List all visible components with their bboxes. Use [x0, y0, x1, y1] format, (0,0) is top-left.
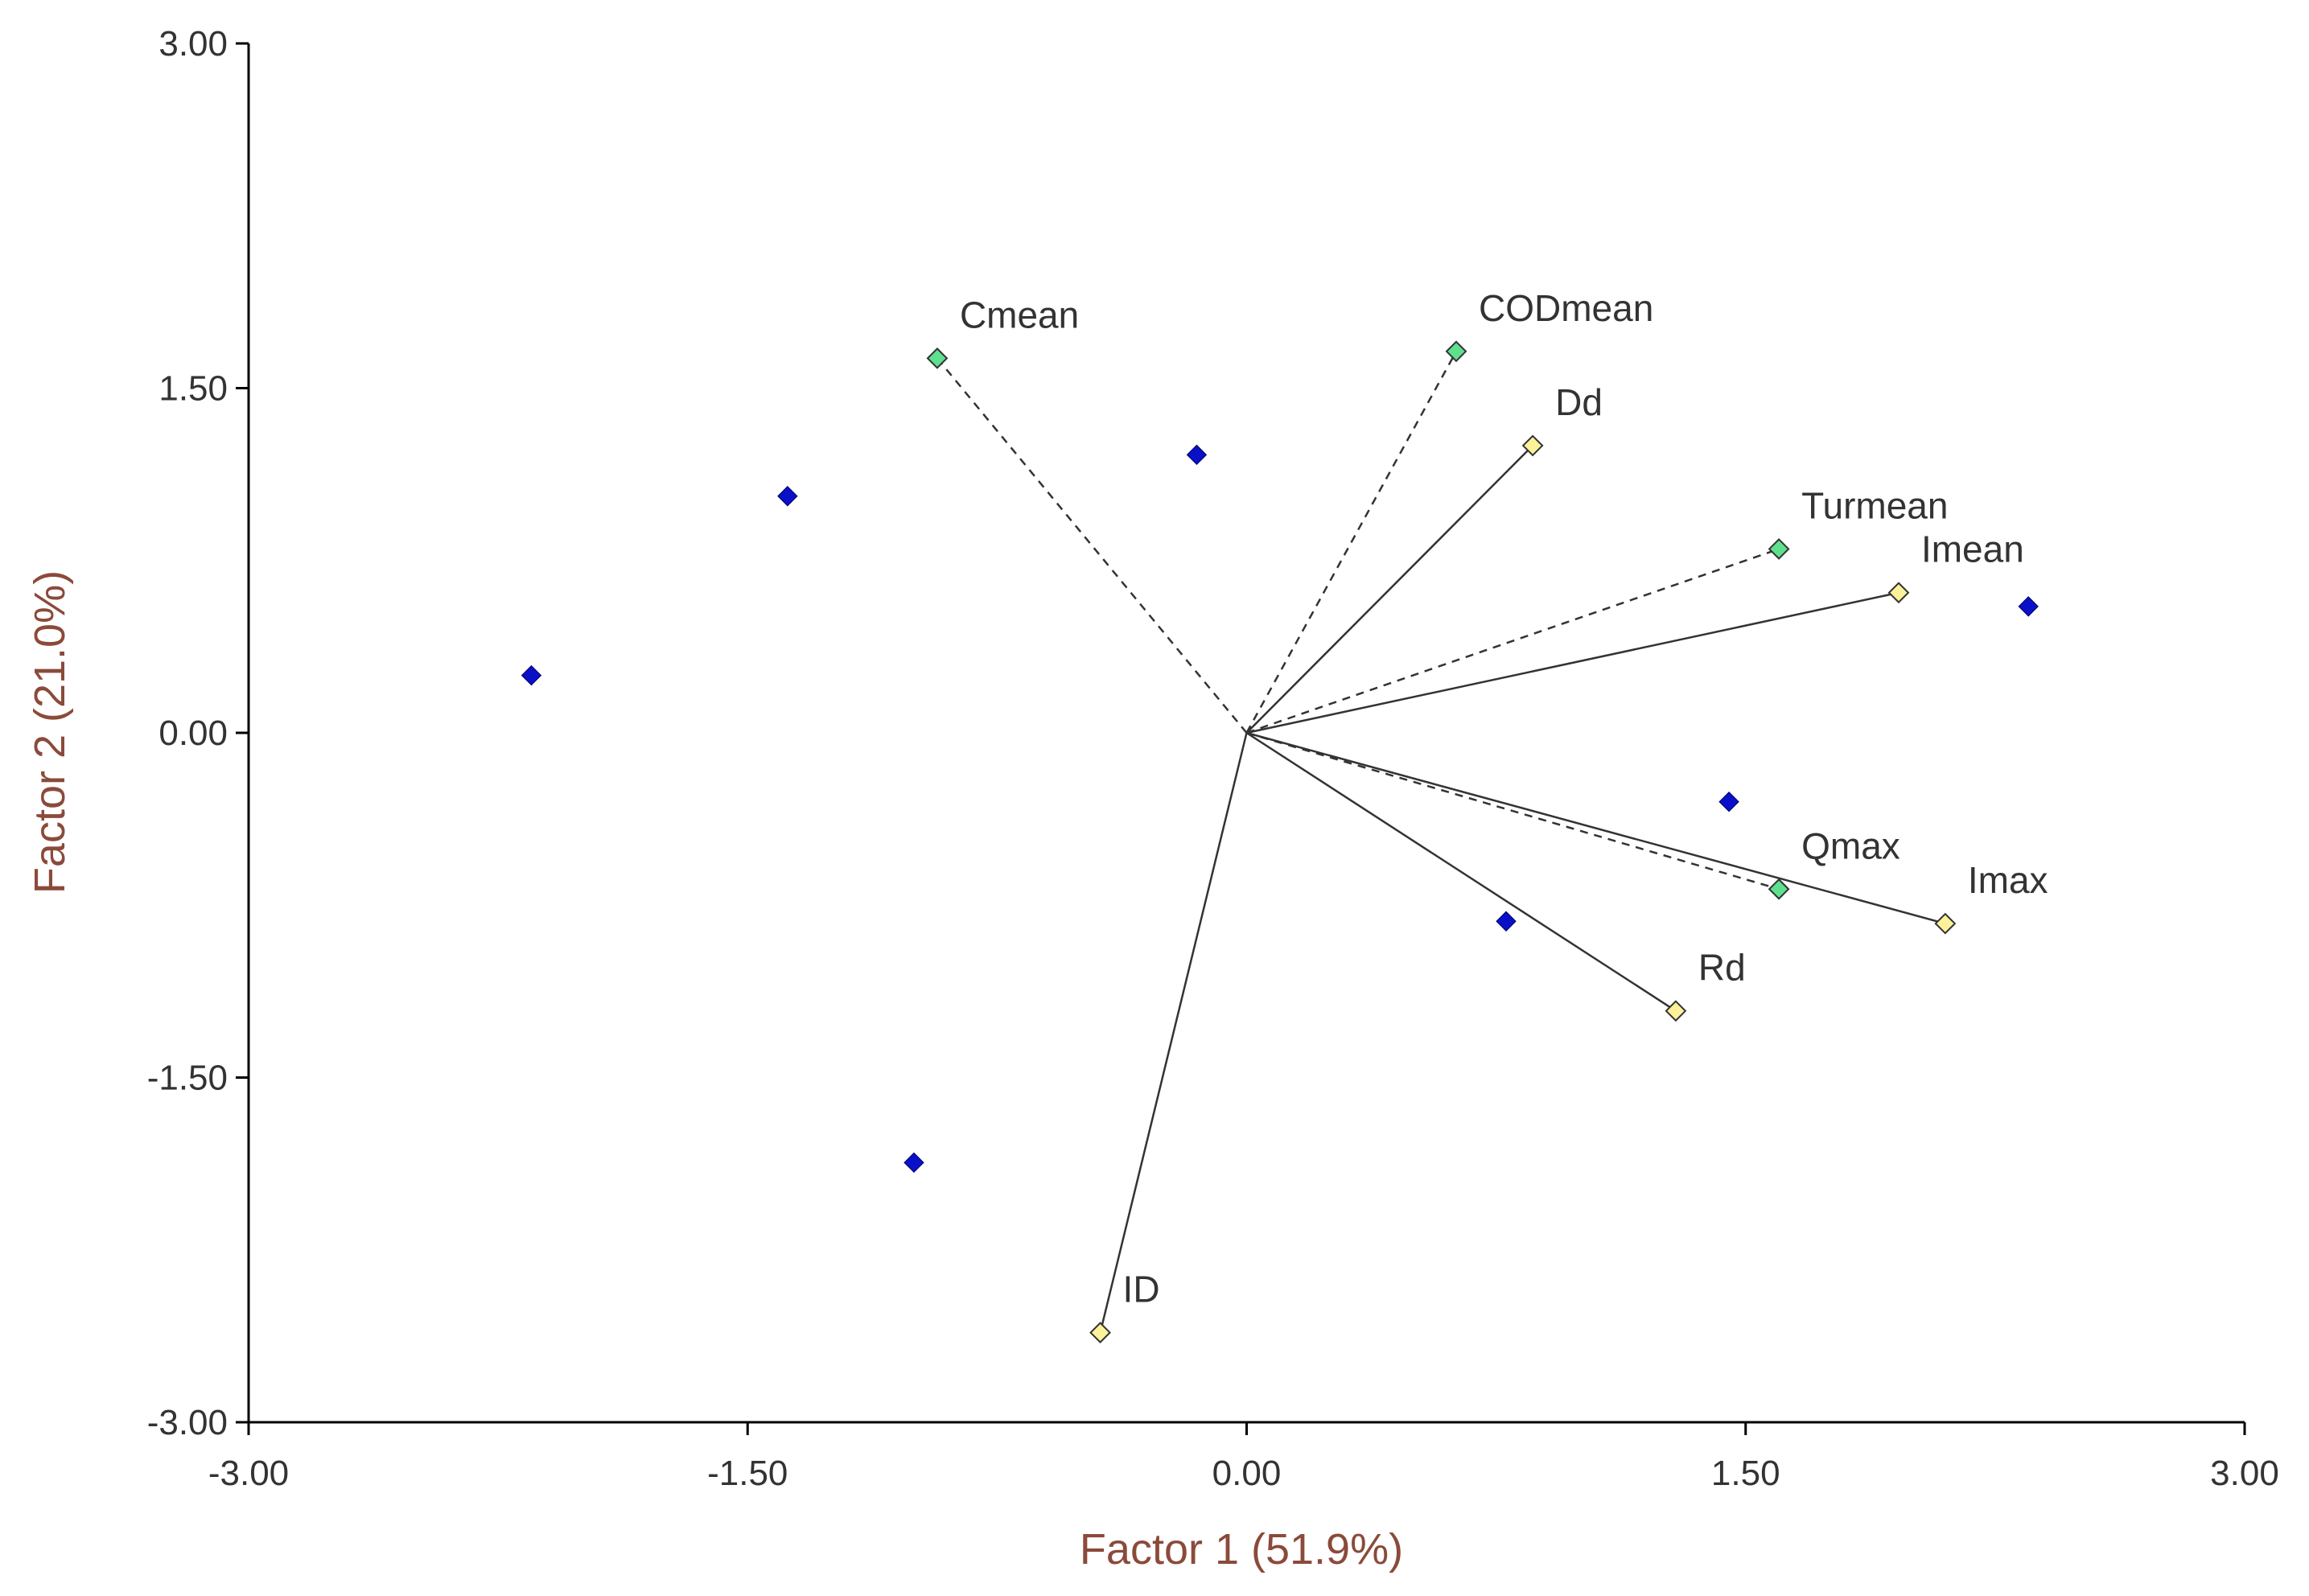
- vector-line-rd: [1245, 731, 1677, 1012]
- vector-line-qmax: [1246, 731, 1780, 891]
- vector-line-codmean: [1245, 351, 1458, 734]
- vector-label-imax: Imax: [1968, 859, 2048, 901]
- y-tick-label: 0.00: [158, 714, 228, 753]
- sample-point: [521, 664, 542, 686]
- vector-marker-codmean: [1445, 340, 1467, 363]
- x-axis-title: Factor 1 (51.9%): [1080, 1525, 1403, 1573]
- vector-marker-turmean: [1768, 538, 1790, 560]
- x-tick-label: 0.00: [1212, 1454, 1282, 1493]
- vector-line-id: [1099, 732, 1248, 1333]
- vector-marker-cmean: [926, 347, 949, 369]
- vector-marker-dd: [1521, 434, 1544, 457]
- axes: -3.00 -1.50 0.00 1.50 3.00 3.00 1.50 0.00 -1.50 -…: [147, 24, 2279, 1493]
- y-tick-label: 1.50: [158, 369, 228, 409]
- x-tick-label: -1.50: [707, 1454, 788, 1493]
- vector-label-cmean: Cmean: [960, 294, 1079, 335]
- vector-label-dd: Dd: [1555, 381, 1603, 423]
- x-tick-label: 3.00: [2210, 1454, 2279, 1493]
- sample-points: [521, 444, 2039, 1173]
- variable-markers: [926, 340, 1957, 1344]
- sample-point: [1718, 791, 1739, 812]
- sample-point: [1186, 444, 1208, 466]
- vector-marker-imax: [1934, 912, 1957, 935]
- sample-point: [777, 486, 798, 507]
- y-tick-label: -1.50: [147, 1059, 228, 1098]
- vector-line-turmean: [1246, 548, 1780, 734]
- vector-marker-rd: [1665, 1000, 1687, 1022]
- vector-line-imax: [1246, 731, 1946, 925]
- vector-line-imean: [1246, 591, 1899, 734]
- vector-label-codmean: CODmean: [1479, 287, 1653, 329]
- x-tick-label: 1.50: [1711, 1454, 1780, 1493]
- vector-line-cmean: [936, 357, 1248, 734]
- y-axis-title: Factor 2 (21.0%): [26, 570, 74, 894]
- vector-label-turmean: Turmean: [1801, 484, 1948, 526]
- sample-point: [903, 1152, 924, 1173]
- vector-marker-imean: [1887, 582, 1910, 604]
- y-tick-label: 3.00: [158, 24, 228, 64]
- vector-label-rd: Rd: [1698, 947, 1746, 989]
- variable-vectors: [936, 351, 1946, 1333]
- vector-marker-qmax: [1768, 878, 1790, 900]
- x-tick-label: -3.00: [208, 1454, 289, 1493]
- vector-label-id: ID: [1123, 1269, 1160, 1310]
- vector-line-dd: [1245, 445, 1533, 734]
- sample-point: [1496, 911, 1517, 932]
- sample-point: [2018, 596, 2039, 617]
- vector-marker-id: [1089, 1322, 1111, 1344]
- vector-label-qmax: Qmax: [1801, 825, 1900, 866]
- vector-label-imean: Imean: [1921, 529, 2024, 570]
- y-tick-label: -3.00: [147, 1403, 228, 1442]
